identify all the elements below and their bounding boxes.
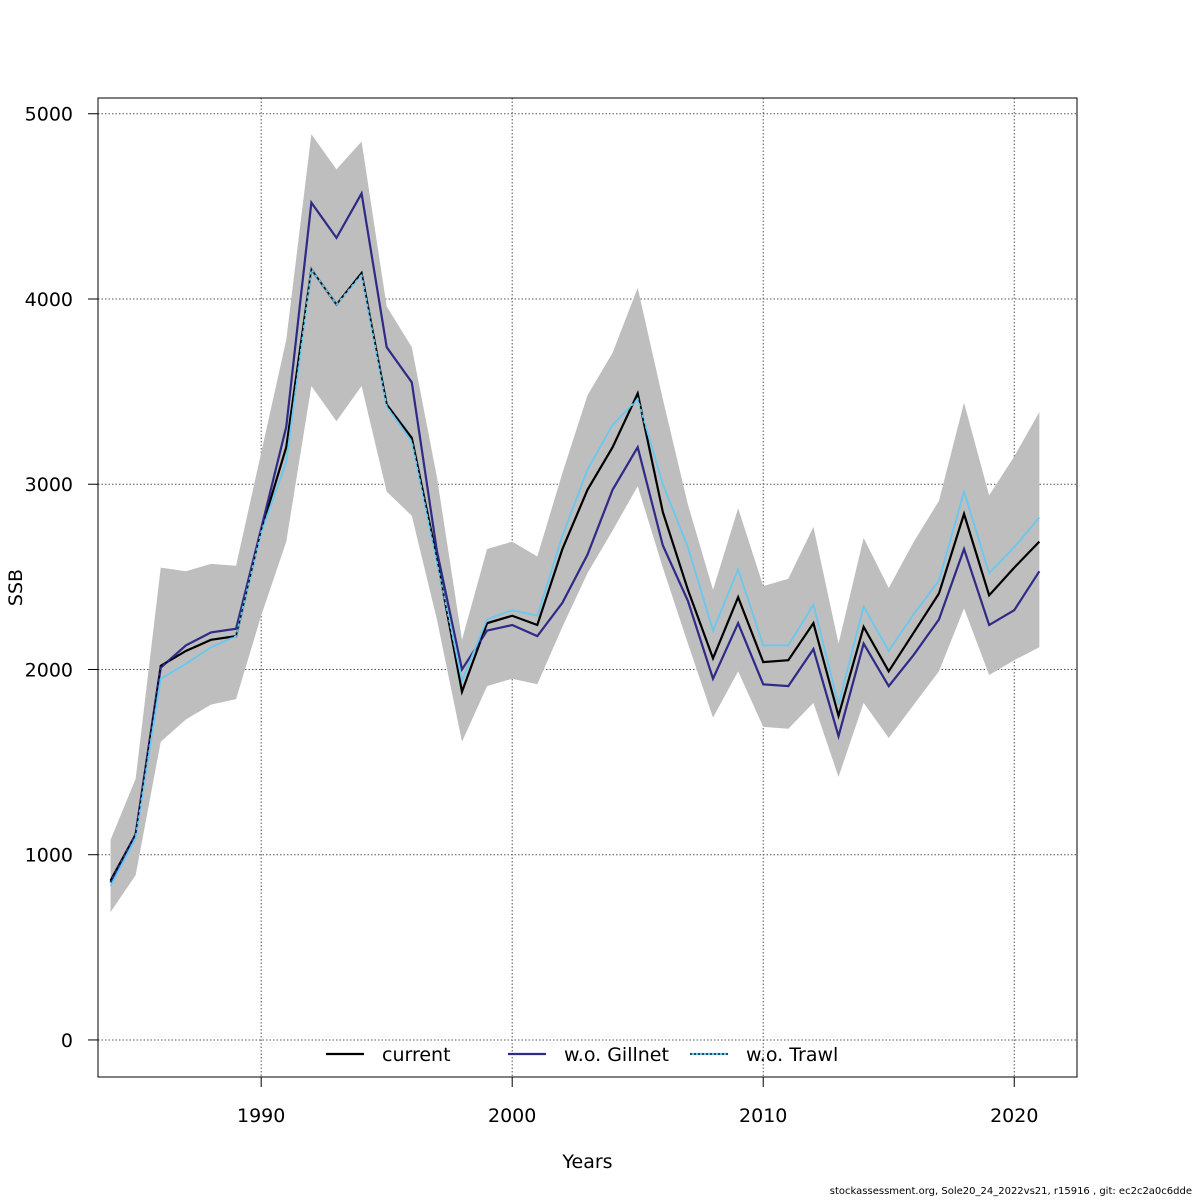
footer-credit: stockassessment.org, Sole20_24_2022vs21,… — [829, 1186, 1192, 1197]
y-tick-label: 1000 — [25, 845, 73, 867]
legend-label: w.o. Gillnet — [564, 1044, 669, 1066]
y-tick-label: 4000 — [25, 289, 73, 311]
legend-label: current — [382, 1044, 451, 1066]
y-tick-label: 5000 — [25, 104, 73, 126]
series-line-wo-trawl — [109, 266, 1041, 887]
legend-item-wo-trawl: w.o. Trawl — [690, 1044, 838, 1066]
series-lines — [109, 190, 1041, 887]
confidence-band-area — [110, 134, 1040, 913]
legend-item-current: current — [326, 1044, 451, 1066]
y-tick-label: 0 — [61, 1030, 73, 1052]
plot-frame — [97, 97, 1078, 1078]
legend-label: w.o. Trawl — [746, 1044, 838, 1066]
x-tick-label: 2010 — [739, 1105, 787, 1127]
legend-item-wo-gillnet: w.o. Gillnet — [508, 1044, 669, 1066]
x-tick-label: 1990 — [237, 1105, 285, 1127]
y-axis-title: SSB — [5, 569, 27, 606]
axes: 1990 2000 2010 2020 0 1000 2000 3000 4000 5000 — [25, 104, 1039, 1127]
legend: current w.o. Gillnet w.o. Trawl — [326, 1044, 838, 1066]
series-line-wo-gillnet — [109, 190, 1041, 884]
y-tick-label: 2000 — [25, 659, 73, 681]
x-axis-title: Years — [561, 1151, 612, 1173]
y-tick-label: 3000 — [25, 474, 73, 496]
confidence-band — [110, 134, 1040, 913]
x-tick-label: 2020 — [990, 1105, 1038, 1127]
series-line-current-dotted — [110, 267, 1040, 881]
x-tick-label: 2000 — [488, 1105, 536, 1127]
